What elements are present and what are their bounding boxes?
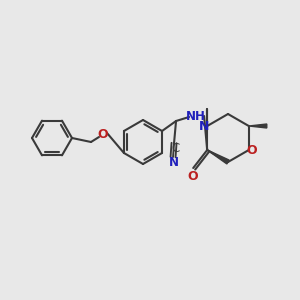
Text: N: N <box>169 157 179 169</box>
Polygon shape <box>207 150 229 164</box>
Text: O: O <box>187 169 197 182</box>
Text: O: O <box>247 143 257 157</box>
Polygon shape <box>249 124 267 128</box>
Text: C: C <box>171 142 179 154</box>
Text: N: N <box>199 119 209 133</box>
Text: O: O <box>98 128 108 142</box>
Text: NH: NH <box>186 110 206 122</box>
